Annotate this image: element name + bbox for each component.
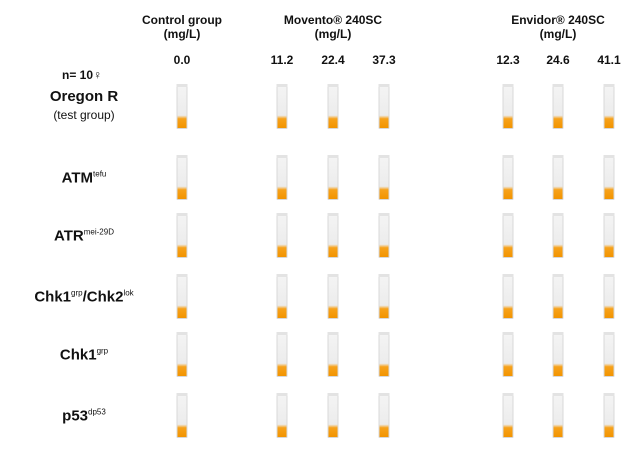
group-title: Envidor® 240SC xyxy=(511,13,605,27)
vial xyxy=(276,393,288,438)
allele: grp xyxy=(96,346,109,356)
strain-name: ATR xyxy=(54,227,84,245)
vial xyxy=(327,393,339,438)
vial xyxy=(502,393,514,438)
vial xyxy=(276,84,288,129)
group-unit: (mg/L) xyxy=(314,27,352,41)
strain-name: Oregon R xyxy=(49,88,119,105)
vial xyxy=(378,393,390,438)
concentration: 22.4 xyxy=(321,53,345,67)
vial xyxy=(603,84,615,129)
strain-name: p53 xyxy=(62,407,89,425)
vial xyxy=(176,274,188,319)
group-header: Control group (mg/L) xyxy=(142,13,222,41)
group-header: Envidor® 240SC (mg/L) xyxy=(511,13,605,41)
strain-name: Chk1 xyxy=(59,346,97,364)
group-title: Movento® 240SC xyxy=(283,13,383,27)
vial xyxy=(176,213,188,258)
concentration: 24.6 xyxy=(546,53,570,67)
group-header: Movento® 240SC (mg/L) xyxy=(284,13,382,41)
vial xyxy=(502,84,514,129)
group-unit: (mg/L) xyxy=(163,27,201,41)
row-label: ATMtefu xyxy=(62,170,107,187)
vial xyxy=(552,274,564,319)
concentration: 0.0 xyxy=(173,53,191,67)
vial xyxy=(378,155,390,200)
vial xyxy=(276,213,288,258)
vial xyxy=(378,213,390,258)
row-label: p53dp53 xyxy=(62,408,106,425)
concentration: 11.2 xyxy=(270,53,294,67)
vial xyxy=(603,274,615,319)
vial xyxy=(552,393,564,438)
vial xyxy=(176,393,188,438)
vial xyxy=(378,274,390,319)
vial xyxy=(276,155,288,200)
vial xyxy=(327,213,339,258)
vial xyxy=(603,393,615,438)
sample-size: n= 10♀ xyxy=(62,68,103,82)
vial xyxy=(378,332,390,377)
vial xyxy=(327,332,339,377)
vial xyxy=(502,332,514,377)
vial xyxy=(603,332,615,377)
vial xyxy=(603,155,615,200)
allele: lok xyxy=(123,288,134,298)
group-title: Control group xyxy=(142,13,222,27)
row-note: (test group) xyxy=(53,108,115,122)
concentration: 12.3 xyxy=(496,53,520,67)
vial xyxy=(603,213,615,258)
vial xyxy=(327,84,339,129)
strain-name: Chk1 xyxy=(34,288,72,306)
allele: mei-29D xyxy=(83,227,114,237)
vial xyxy=(502,155,514,200)
vial xyxy=(176,332,188,377)
concentration: 37.3 xyxy=(372,53,396,67)
vial xyxy=(552,213,564,258)
group-unit: (mg/L) xyxy=(539,27,577,41)
vial xyxy=(378,84,390,129)
vial xyxy=(276,332,288,377)
concentration: 41.1 xyxy=(597,53,621,67)
vial xyxy=(327,155,339,200)
vial xyxy=(502,274,514,319)
strain-name: ATM xyxy=(61,169,94,187)
row-label: ATRmei-29D xyxy=(54,228,114,245)
row-label: Oregon R (test group) xyxy=(50,88,118,122)
vial xyxy=(327,274,339,319)
vial xyxy=(502,213,514,258)
vial xyxy=(176,155,188,200)
allele: tefu xyxy=(93,169,107,179)
vial xyxy=(276,274,288,319)
vial xyxy=(176,84,188,129)
vial xyxy=(552,84,564,129)
allele: grp xyxy=(71,288,83,298)
row-label: Chk1grp/Chk2lok xyxy=(34,289,133,306)
strain-name: /Chk2 xyxy=(82,288,124,306)
vial xyxy=(552,332,564,377)
allele: dp53 xyxy=(88,407,106,417)
vial xyxy=(552,155,564,200)
row-label: Chk1grp xyxy=(60,347,108,364)
